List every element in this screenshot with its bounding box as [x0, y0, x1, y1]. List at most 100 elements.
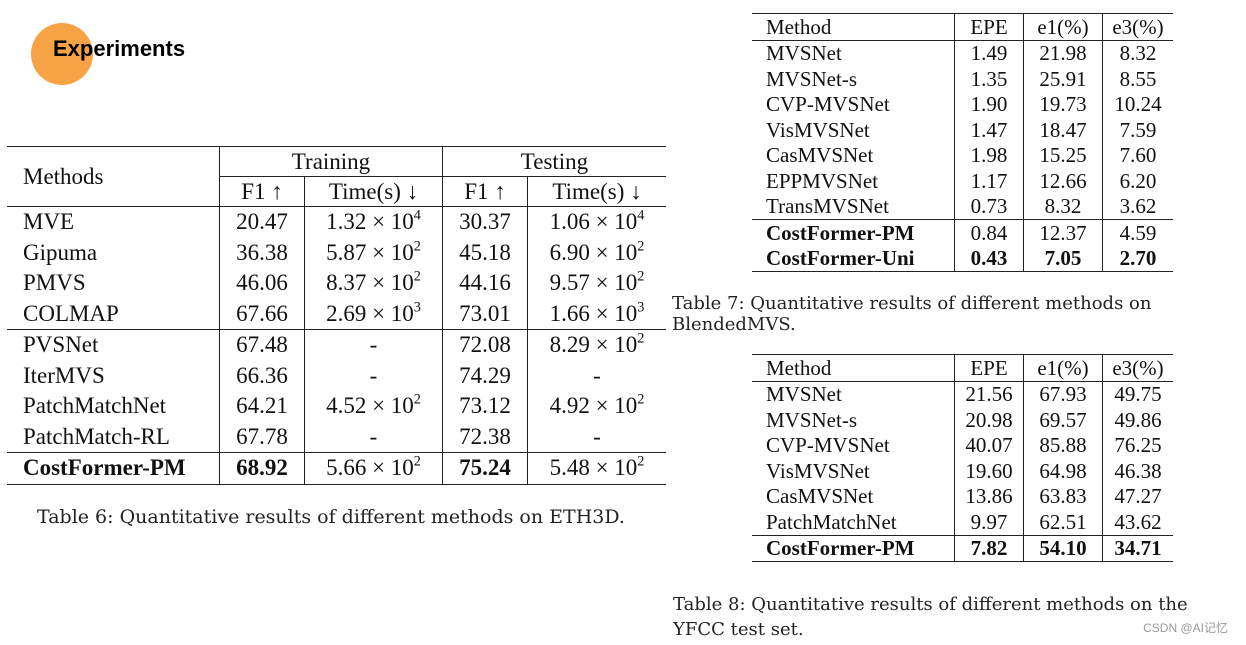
test-time-base: 1.06 × 10 [549, 209, 638, 235]
e1-cell: 64.98 [1023, 458, 1103, 484]
test-f1-cell: 73.12 [442, 391, 528, 422]
train-time-cell: 5.66 × 102 [304, 452, 443, 485]
table6-caption: Table 6: Quantitative results of differe… [37, 506, 625, 528]
epe-cell: 7.82 [954, 534, 1024, 562]
train-f1-cell: 67.78 [219, 421, 305, 453]
table-row: CostFormer-PM 0.84 12.37 4.59 [752, 219, 1173, 246]
test-time-cell: - [527, 360, 666, 391]
test-time-exponent: 3 [637, 299, 645, 316]
method-cell: Gipuma [23, 239, 98, 265]
table-yfcc: Method EPE e1(%) e3(%) MVSNet 21.56 67.93 4… [752, 354, 1173, 562]
e1-cell: 69.57 [1023, 407, 1103, 433]
col-method: Method [752, 354, 955, 382]
e1-cell: 19.73 [1023, 91, 1103, 117]
train-time-cell: - [304, 421, 443, 453]
table-blendedmvs-body: MVSNet 1.49 21.98 8.32 MVSNet-s 1.35 25.91 8.55… [752, 40, 1173, 272]
table-row: PatchMatchNet 9.97 62.51 43.62 [752, 509, 1173, 535]
train-time-base: 1.32 × 10 [326, 209, 414, 235]
train-time-exponent: 2 [413, 453, 421, 470]
epe-cell: 21.56 [954, 381, 1024, 407]
epe-cell: 0.84 [954, 219, 1024, 246]
test-f1-cell: 72.38 [442, 421, 528, 453]
section-title: Experiments [53, 36, 186, 61]
test-time-cell: 4.92 × 102 [527, 391, 666, 422]
train-f1-cell: 67.48 [219, 329, 305, 361]
e3-cell: 7.60 [1102, 142, 1173, 168]
test-time-cell: 1.06 × 104 [527, 206, 666, 238]
epe-cell: 1.49 [954, 40, 1024, 66]
train-time-cell: 8.37 × 102 [304, 268, 443, 299]
train-time-cell: 4.52 × 102 [304, 391, 443, 422]
epe-cell: 1.90 [954, 91, 1024, 117]
e1-cell: 12.66 [1023, 168, 1103, 194]
table-row: CVP-MVSNet 40.07 85.88 76.25 [752, 432, 1173, 458]
method-cell: PVSNet [7, 329, 220, 361]
table-blendedmvs: Method EPE e1(%) e3(%) MVSNet 1.49 21.98 8.… [752, 13, 1173, 272]
table-row: CostFormer-PM 7.82 54.10 34.71 [752, 534, 1173, 562]
table-row: IterMVS 66.36 - 74.29 - [7, 360, 666, 391]
col-group-testing: Testing [442, 146, 666, 177]
method-cell: CVP-MVSNet [766, 92, 890, 117]
table7-caption: Table 7: Quantitative results of differe… [672, 293, 1152, 335]
table-row: CVP-MVSNet 1.90 19.73 10.24 [752, 91, 1173, 117]
method-cell: EPPMVSNet [766, 168, 879, 193]
e3-cell: 8.32 [1102, 40, 1173, 66]
col-train-f1: F1 ↑ [219, 176, 305, 207]
method-cell: CostFormer-PM [752, 219, 955, 246]
e1-cell: 7.05 [1023, 245, 1103, 272]
e3-cell: 4.59 [1102, 219, 1173, 246]
train-f1-cell: 36.38 [219, 237, 305, 268]
epe-cell: 13.86 [954, 483, 1024, 509]
e1-cell: 15.25 [1023, 142, 1103, 168]
e1-cell: 25.91 [1023, 66, 1103, 92]
e3-cell: 10.24 [1102, 91, 1173, 117]
test-time-exponent: 2 [637, 238, 645, 255]
e1-cell: 63.83 [1023, 483, 1103, 509]
e3-cell: 7.59 [1102, 117, 1173, 143]
train-f1-cell: 64.21 [219, 391, 305, 422]
e3-cell: 47.27 [1102, 483, 1173, 509]
train-f1-cell: 66.36 [219, 360, 305, 391]
train-time-exponent: 2 [413, 238, 421, 255]
test-time-base: 9.57 × 10 [549, 270, 638, 296]
test-time-base: 4.92 × 10 [549, 393, 638, 419]
test-f1-cell: 75.24 [442, 452, 528, 485]
e3-cell: 46.38 [1102, 458, 1173, 484]
e1-cell: 18.47 [1023, 117, 1103, 143]
train-time-exponent: 3 [413, 299, 421, 316]
method-cell: TransMVSNet [766, 194, 889, 219]
epe-cell: 19.60 [954, 458, 1024, 484]
test-time-base: 1.66 × 10 [549, 300, 638, 326]
method-cell: CasMVSNet [766, 143, 874, 168]
test-time-cell: 9.57 × 102 [527, 268, 666, 299]
test-time-exponent: 2 [637, 268, 645, 285]
table-row: CostFormer-Uni 0.43 7.05 2.70 [752, 245, 1173, 272]
test-time-exponent: 4 [637, 207, 645, 224]
method-cell: CostFormer-PM [7, 452, 220, 485]
col-e1: e1(%) [1023, 13, 1103, 41]
test-f1-cell: 74.29 [442, 360, 528, 391]
method-cell: PatchMatchNet [766, 509, 897, 534]
train-time-exponent: 2 [413, 268, 421, 285]
col-methods: Methods [7, 146, 220, 207]
epe-cell: 40.07 [954, 432, 1024, 458]
train-f1-cell: 67.66 [219, 298, 305, 330]
col-test-time: Time(s) ↓ [527, 176, 666, 207]
table-eth3d-body: MVE 20.47 1.32 × 104 30.37 1.06 × 104 Gipuma 3… [7, 206, 666, 485]
e3-cell: 43.62 [1102, 509, 1173, 535]
test-time-base: - [593, 362, 601, 388]
e3-cell: 34.71 [1102, 534, 1173, 562]
test-time-base: 6.90 × 10 [549, 239, 638, 265]
e1-cell: 8.32 [1023, 193, 1103, 220]
train-f1-cell: 68.92 [219, 452, 305, 485]
epe-cell: 1.98 [954, 142, 1024, 168]
e1-cell: 62.51 [1023, 509, 1103, 535]
table-row: MVSNet-s 20.98 69.57 49.86 [752, 407, 1173, 433]
section-badge-circle [31, 23, 93, 85]
table-row: TransMVSNet 0.73 8.32 3.62 [752, 193, 1173, 220]
table-row: PatchMatchNet 64.21 4.52 × 102 73.12 4.92 × … [7, 391, 666, 422]
method-cell: CasMVSNet [766, 484, 874, 509]
e1-cell: 67.93 [1023, 381, 1103, 407]
epe-cell: 0.43 [954, 245, 1024, 272]
col-epe: EPE [954, 354, 1024, 382]
